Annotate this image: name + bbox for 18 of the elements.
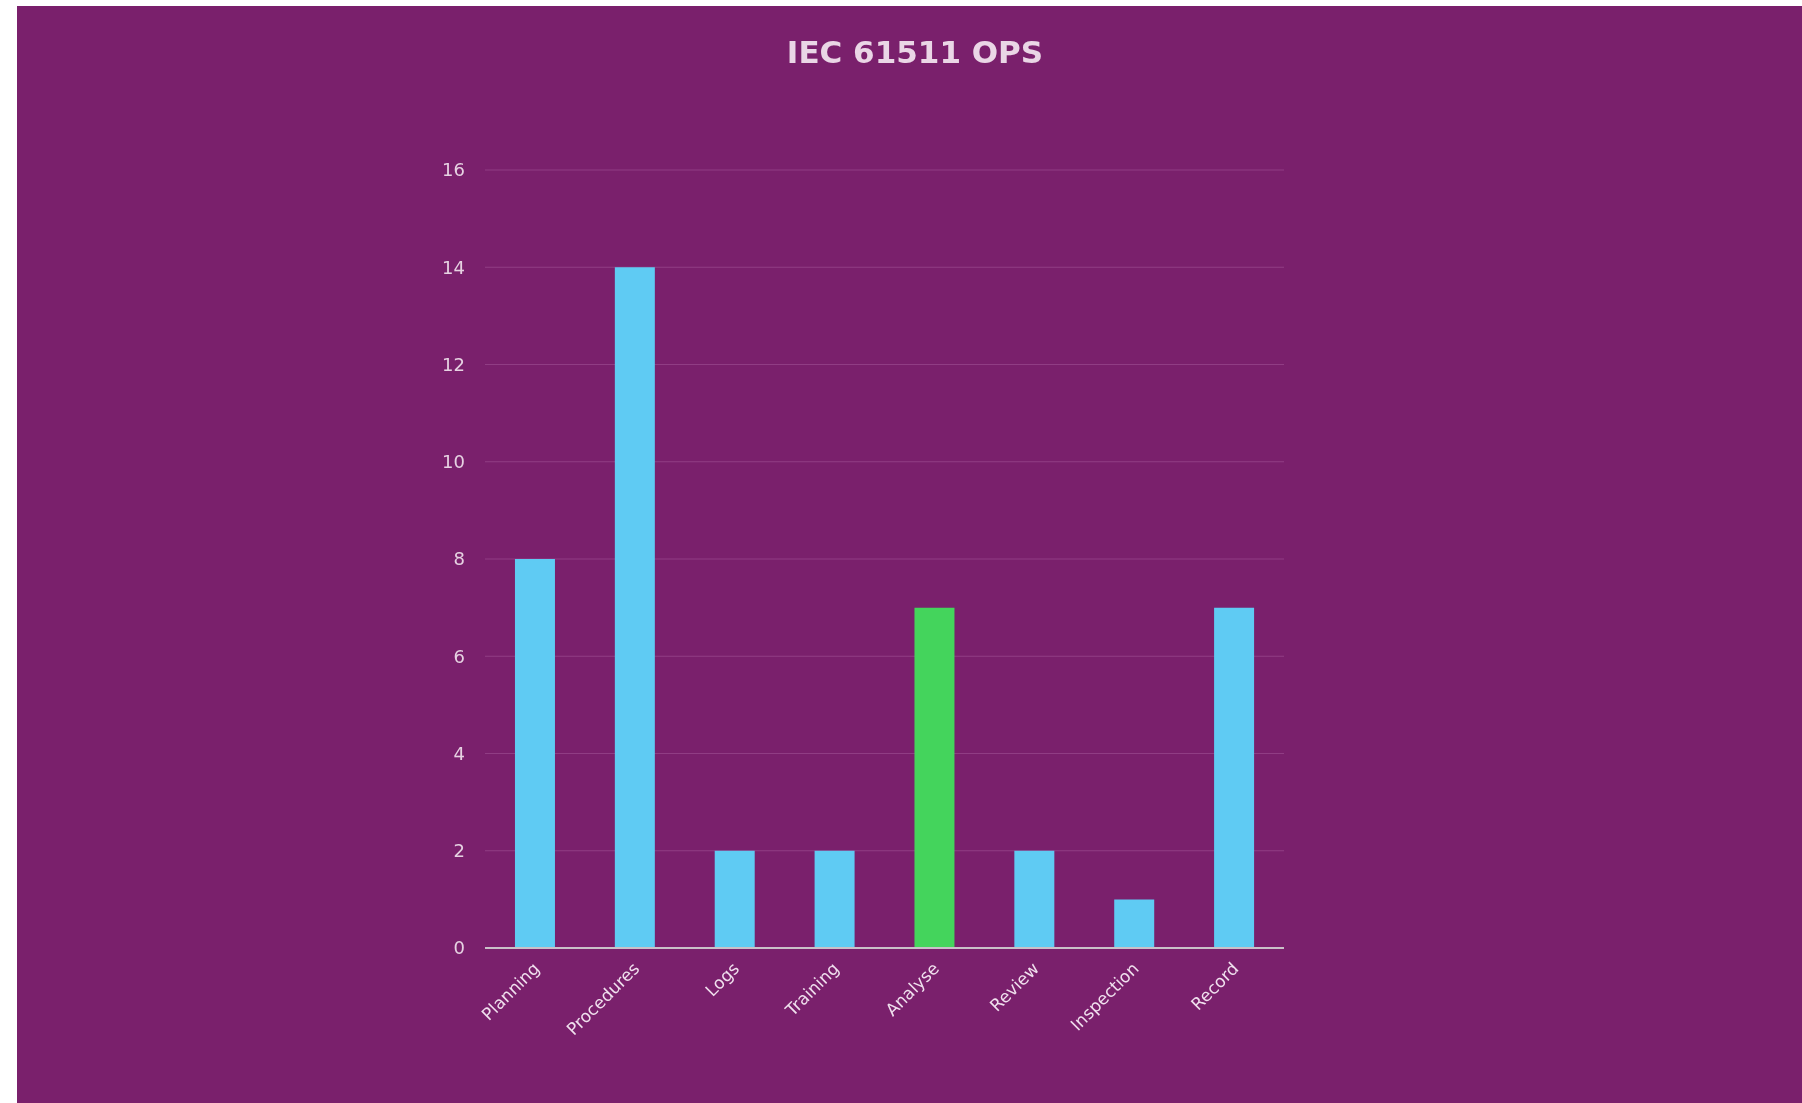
y-tick-label: 12 (442, 353, 465, 375)
bar (1214, 607, 1255, 948)
y-tick-label: 14 (442, 256, 465, 278)
y-tick-label: 6 (453, 645, 465, 667)
bar (714, 850, 755, 948)
y-tick-label: 8 (453, 548, 465, 570)
y-tick-label: 2 (453, 840, 465, 862)
bar (914, 607, 955, 948)
bar (614, 267, 655, 948)
bar (1114, 899, 1155, 948)
chart-title: IEC 61511 OPS (785, 34, 1045, 70)
y-tick-label: 4 (453, 742, 465, 764)
bar (814, 850, 855, 948)
y-tick-label: 0 (453, 937, 465, 959)
y-tick-label: 10 (442, 451, 465, 473)
bar (1014, 850, 1055, 948)
y-tick-label: 16 (442, 159, 465, 181)
bar (514, 559, 555, 948)
